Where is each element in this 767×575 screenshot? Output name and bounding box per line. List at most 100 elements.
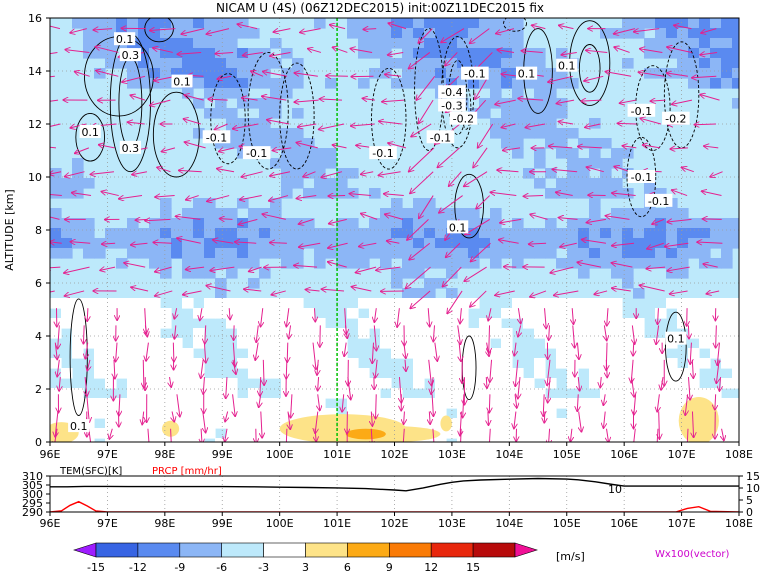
precip-tick-label: 10	[746, 482, 760, 495]
main-axes: 96E 97E 98E 99E 100E 101E 102E 103E 104E 105E 106E…	[28, 12, 753, 461]
contour-label-bg	[114, 32, 136, 46]
y-tick-label: 4	[35, 330, 42, 343]
surface-series	[50, 477, 739, 512]
contour-label: -0.1	[631, 105, 652, 118]
surface-x-tick-label: 107E	[668, 517, 696, 530]
precip-tick-label: 15	[746, 470, 760, 483]
x-tick-label: 101E	[323, 448, 351, 461]
colorbar-swatch	[305, 542, 348, 558]
colorbar-tick-label: -6	[216, 561, 227, 574]
contour-label: -0.2	[665, 113, 686, 126]
contour-label-bg	[438, 98, 466, 112]
contour-label: 0.1	[116, 33, 134, 46]
contour-label: 0.1	[558, 60, 576, 73]
y-axis-label: ALTITUDE [km]	[3, 189, 16, 270]
contour-label: -0.1	[648, 195, 669, 208]
temperature-tick-label: 290	[22, 506, 43, 519]
contour-label-bg	[438, 85, 466, 99]
x-tick-label: 100E	[266, 448, 294, 461]
x-tick-label: 104E	[495, 448, 523, 461]
contour-label: 0.1	[70, 420, 88, 433]
colorbar-tick-label: -12	[129, 561, 147, 574]
contour-label-bg	[665, 331, 687, 345]
surface-axes: 96E 97E 98E 99E 100E 101E 102E 103E 104E 105E 106E…	[22, 470, 760, 530]
chart-title: NICAM U (4S) (06Z12DEC2015) init:00Z11DE…	[216, 1, 544, 15]
temperature-tick-label: 310	[22, 470, 43, 483]
x-tick-label: 106E	[610, 448, 638, 461]
contour-label: -0.1	[246, 147, 267, 160]
surface-x-tick-label: 97E	[97, 517, 118, 530]
contour-label-bg	[242, 146, 271, 160]
surface-x-tick-label: 101E	[323, 517, 351, 530]
surface-x-tick-label: 99E	[212, 517, 233, 530]
precip-tick-label: 5	[746, 494, 753, 507]
colorbar-tick-label: -15	[87, 561, 105, 574]
surface-x-tick-label: 104E	[495, 517, 523, 530]
temperature-line	[50, 477, 739, 492]
colorbar-left-arrow	[73, 542, 97, 558]
contour-label: 0.1	[81, 126, 99, 139]
y-tick-label: 12	[28, 118, 42, 131]
x-tick-label: 103E	[438, 448, 466, 461]
temperature-series-label: TEM(SFC)[K]	[59, 466, 122, 477]
colorbar: -15 -12 -9 -6 -3 3 6 9 12 15	[73, 542, 538, 574]
colorbar-unit: [m/s]	[556, 550, 585, 563]
contour-label-bg	[447, 220, 469, 234]
x-tick-label: 97E	[97, 448, 118, 461]
x-tick-label: 98E	[154, 448, 175, 461]
colorbar-tick-label: 12	[424, 561, 438, 574]
contour-label: 0.1	[173, 76, 191, 89]
x-tick-label: 108E	[725, 448, 753, 461]
surface-x-tick-label: 106E	[610, 517, 638, 530]
contour-label-bg	[644, 193, 673, 207]
surface-panel: TEM(SFC)[K] PRCP [mm/hr] 10 96E 97E 98E 99E…	[22, 466, 760, 530]
contour-label: -0.1	[206, 131, 227, 144]
contour-label-bg	[449, 111, 478, 125]
contour-label-bg	[426, 130, 455, 144]
contour-label: -0.1	[464, 68, 485, 81]
y-tick-label: 10	[28, 171, 42, 184]
colorbar-swatch	[347, 542, 390, 558]
contour-label: 0.1	[518, 68, 536, 81]
surface-x-tick-label: 100E	[266, 517, 294, 530]
contour-label-bg	[662, 111, 690, 125]
wind-vectors	[50, 23, 724, 442]
contour-label: -0.1	[372, 147, 393, 160]
contour-label-bg	[627, 170, 656, 183]
colorbar-tick-label: 3	[302, 561, 309, 574]
contour-label-bg	[556, 58, 578, 72]
main-panel: 0.10.30.10.10.3-0.1-0.1 -0.1-0.1-0.4-0.3-…	[3, 12, 753, 461]
surface-x-tick-label: 102E	[381, 517, 409, 530]
contour-label-bg	[79, 124, 101, 138]
surface-frame	[49, 475, 740, 513]
precip-tick-label: 0	[746, 506, 753, 519]
colorbar-tick-label: 15	[466, 561, 480, 574]
contour-label-bg	[627, 103, 656, 117]
colorbar-swatch	[263, 542, 306, 558]
colorbar-swatch	[430, 542, 474, 558]
colorbar-swatch	[95, 542, 139, 558]
colorbar-swatch	[221, 542, 264, 558]
surface-x-tick-label: 103E	[438, 517, 466, 530]
contour-label: -0.1	[430, 131, 451, 144]
contour-label: -0.3	[441, 99, 462, 112]
x-tick-label: 99E	[212, 448, 233, 461]
surface-x-tick-label: 98E	[154, 517, 175, 530]
temperature-tick-label: 295	[22, 497, 43, 510]
contour-label: 0.1	[667, 333, 685, 346]
colorbar-tick-label: -9	[174, 561, 185, 574]
contour-label: -0.1	[631, 171, 652, 184]
contour-label-bg	[171, 74, 193, 88]
contour-label-bg	[369, 146, 397, 160]
colorbar-swatch	[137, 542, 181, 558]
contour-label-bg	[202, 130, 231, 144]
colorbar-tick-label: 6	[344, 561, 351, 574]
surface-x-tick-label: 108E	[725, 517, 753, 530]
y-tick-label: 8	[35, 224, 42, 237]
contour-label: -0.4	[441, 86, 462, 99]
y-tick-label: 2	[35, 383, 42, 396]
contour-label: 0.3	[122, 49, 140, 62]
contour-label-bg	[461, 66, 489, 80]
x-tick-label: 107E	[668, 448, 696, 461]
surface-x-tick-label: 105E	[553, 517, 581, 530]
